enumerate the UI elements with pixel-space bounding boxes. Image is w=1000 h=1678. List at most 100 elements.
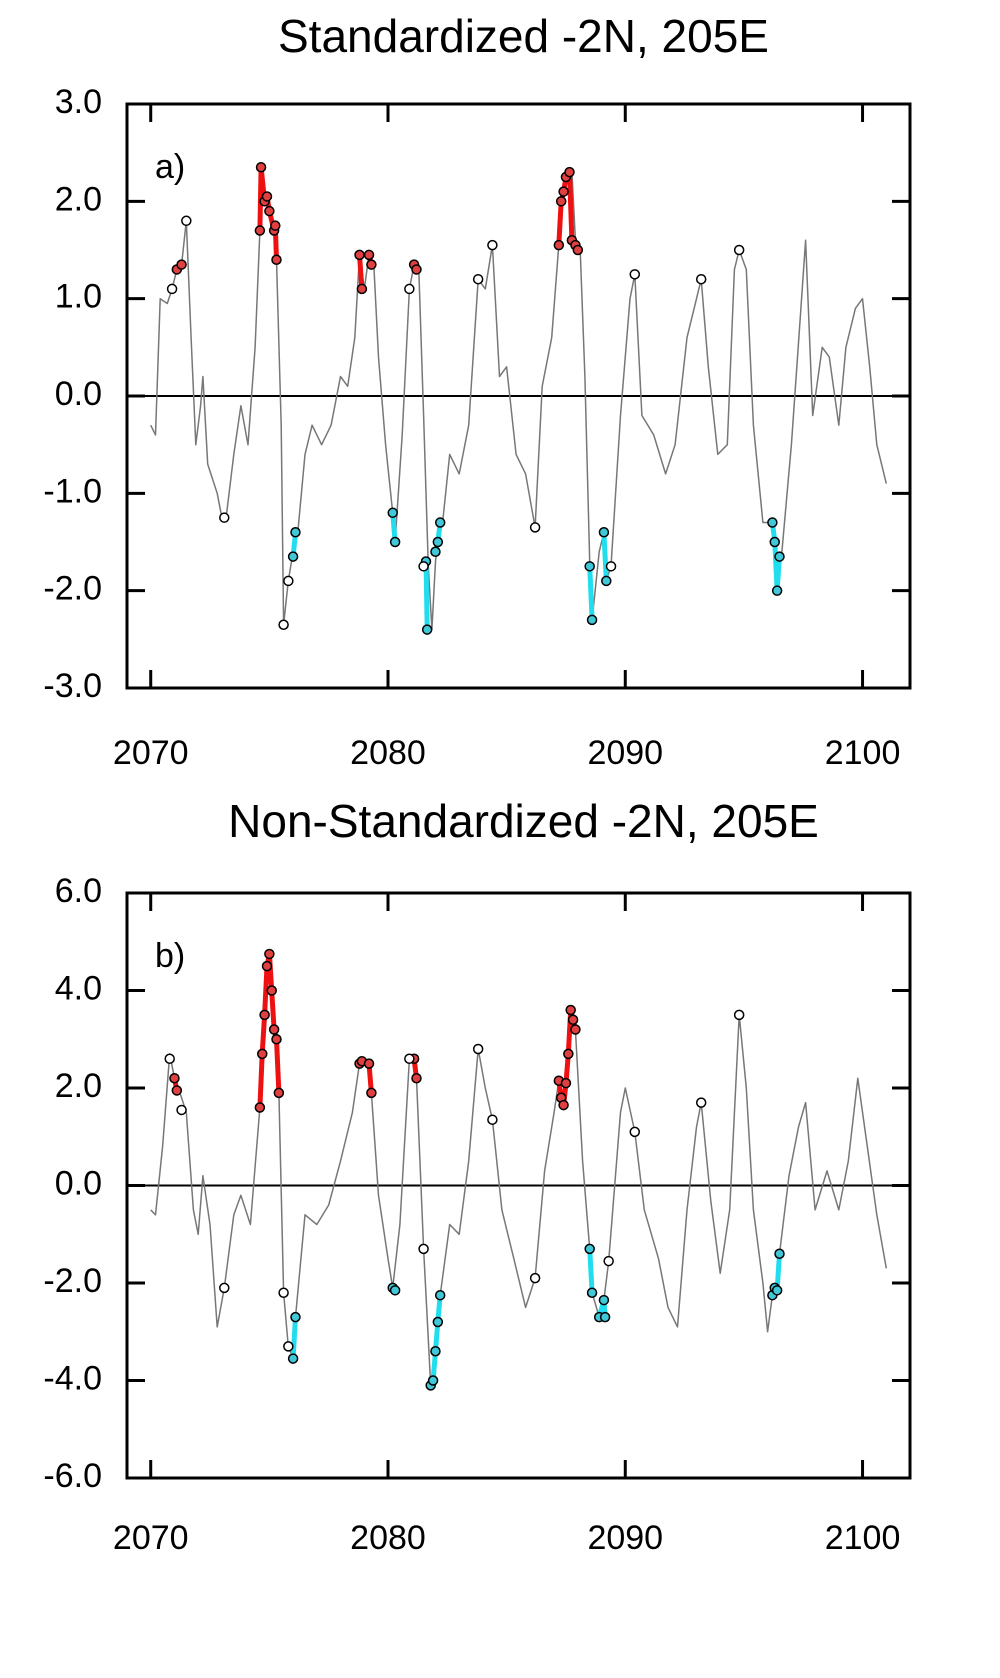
plot-frame (125, 891, 912, 1480)
data-point (404, 283, 415, 295)
y-tick-label: 3.0 (55, 83, 102, 121)
data-point (432, 536, 444, 548)
data-point (430, 1346, 441, 1357)
data-point (560, 1077, 572, 1089)
data-point (290, 1311, 301, 1323)
data-point (366, 259, 377, 270)
data-point (254, 225, 266, 236)
data-point (733, 1009, 745, 1021)
data-point (529, 522, 541, 533)
data-point (487, 239, 498, 251)
data-point (767, 517, 778, 528)
y-tick-label: -4.0 (43, 1359, 102, 1397)
data-point (629, 269, 641, 280)
data-point (487, 1114, 498, 1125)
data-point (570, 1024, 581, 1035)
data-point (586, 614, 598, 626)
data-point (563, 1048, 574, 1060)
y-tick-label: 4.0 (55, 969, 102, 1007)
data-point (278, 1287, 289, 1298)
data-point (564, 166, 575, 178)
data-point (363, 1058, 375, 1069)
data-point (553, 239, 565, 251)
y-tick-label: -6.0 (43, 1457, 102, 1495)
chart-title: Non-Standardized -2N, 205E (228, 795, 819, 847)
data-point (283, 575, 294, 587)
data-point (268, 1024, 280, 1035)
data-point (771, 1285, 783, 1296)
data-point (434, 1289, 446, 1301)
x-tick-label: 2080 (350, 734, 426, 772)
data-point (774, 551, 785, 562)
data-point (287, 551, 299, 562)
y-tick-label: 2.0 (55, 1067, 102, 1105)
data-point (418, 561, 429, 572)
data-point (219, 1282, 230, 1294)
data-point (389, 536, 401, 548)
data-point (278, 619, 289, 630)
chart-title: Standardized -2N, 205E (278, 10, 769, 62)
data-point (605, 561, 617, 572)
x-tick-label: 2090 (587, 1519, 663, 1557)
data-point (169, 1073, 180, 1084)
data-point (271, 254, 282, 265)
data-point (290, 527, 301, 538)
data-point (603, 1255, 614, 1267)
plot-frame (125, 102, 912, 690)
data-point (733, 244, 745, 256)
data-point (601, 575, 612, 587)
y-tick-label: 2.0 (55, 180, 102, 218)
y-tick-label: 0.0 (55, 375, 102, 413)
data-point (411, 264, 422, 275)
data-point (261, 960, 273, 972)
x-tick-label: 2080 (350, 1519, 426, 1557)
data-point (219, 512, 230, 523)
data-point (565, 1004, 576, 1016)
data-point (271, 1034, 282, 1045)
data-point (356, 283, 368, 295)
data-point (629, 1126, 641, 1138)
panel-label: b) (155, 937, 185, 975)
data-point (430, 546, 441, 557)
data-point (584, 1243, 595, 1255)
y-tick-label: -3.0 (43, 667, 102, 705)
data-point (256, 1048, 268, 1060)
data-point (695, 273, 707, 285)
data-point (176, 1104, 187, 1116)
data-point (255, 162, 267, 173)
data-point (586, 1287, 598, 1298)
data-point (567, 1014, 579, 1025)
data-point (261, 191, 273, 202)
data-point (287, 1353, 299, 1364)
data-point (529, 1272, 541, 1284)
data-point (363, 249, 375, 261)
data-point (472, 1043, 484, 1055)
data-point (695, 1097, 707, 1108)
x-tick-label: 2100 (825, 1519, 901, 1557)
data-point (387, 507, 398, 519)
data-point (598, 527, 610, 538)
data-point (270, 220, 281, 231)
x-tick-label: 2090 (587, 734, 663, 772)
data-point (259, 1009, 270, 1021)
data-point (283, 1341, 294, 1352)
x-tick-label: 2070 (113, 1519, 189, 1557)
data-point (176, 259, 187, 270)
data-point (771, 585, 783, 596)
data-point (354, 249, 365, 261)
data-point (572, 244, 584, 256)
data-point (555, 196, 567, 207)
data-point (427, 1375, 439, 1386)
data-point (266, 985, 277, 996)
series-line (172, 951, 578, 1108)
y-tick-label: 6.0 (55, 872, 102, 910)
data-point (598, 1294, 610, 1306)
data-point (558, 186, 569, 197)
y-tick-label: -1.0 (43, 472, 102, 510)
y-tick-label: 0.0 (55, 1164, 102, 1202)
data-point (366, 1087, 377, 1099)
data-point (171, 1085, 183, 1096)
data-point (418, 1243, 429, 1255)
